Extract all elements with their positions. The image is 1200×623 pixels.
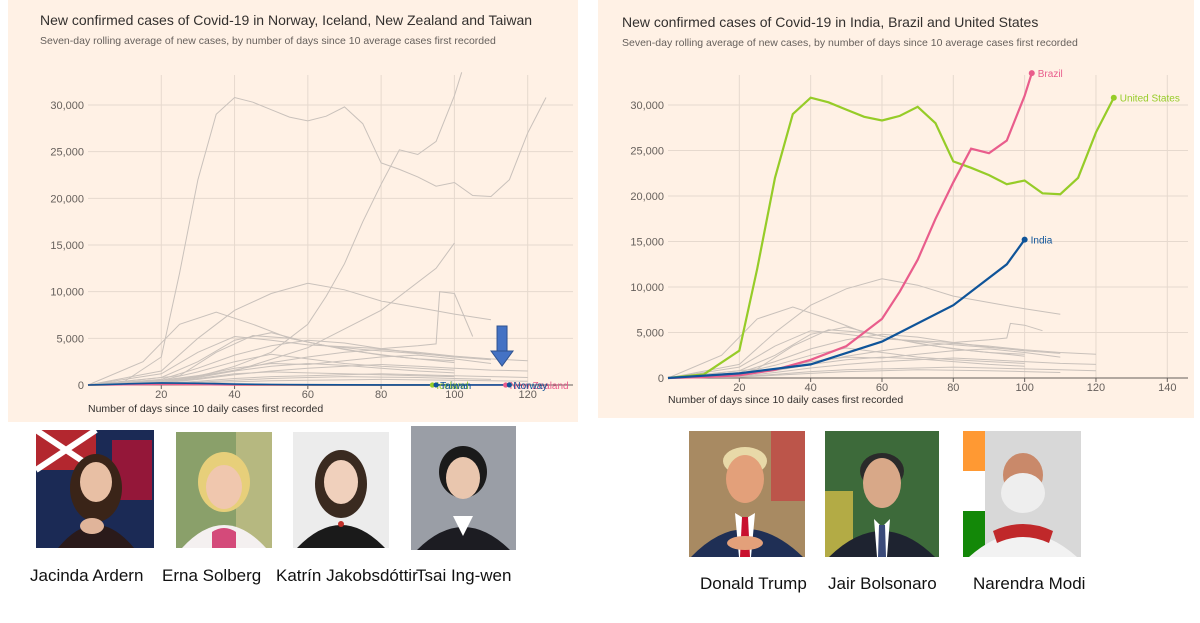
y-tick-label: 15,000 xyxy=(630,237,664,249)
series-line-background xyxy=(87,363,528,386)
x-tick-label: 80 xyxy=(947,382,959,394)
x-tick-label: 40 xyxy=(805,382,817,394)
x-tick-label: 40 xyxy=(228,389,240,401)
y-tick-label: 20,000 xyxy=(630,191,664,203)
y-tick-label: 10,000 xyxy=(50,287,84,299)
x-tick-label: 100 xyxy=(445,389,463,401)
person-name: Katrín Jakobsdóttir xyxy=(276,566,418,585)
plot-area xyxy=(87,72,547,386)
portrait-image xyxy=(825,431,939,557)
x-axis-label: Number of days since 10 daily cases firs… xyxy=(88,403,323,415)
series-line-background xyxy=(87,354,492,386)
x-tick-label: 120 xyxy=(1087,382,1105,394)
y-tick-label: 5,000 xyxy=(56,333,84,345)
chart-title: New confirmed cases of Covid-19 in India… xyxy=(622,14,1039,30)
series-end-marker xyxy=(433,382,439,388)
person-name: Tsai Ing-wen xyxy=(416,566,512,585)
series-line-background xyxy=(87,339,492,386)
x-tick-label: 20 xyxy=(733,382,745,394)
person-name: Donald Trump xyxy=(700,574,807,593)
series-line-background xyxy=(667,278,1061,379)
series-line-background xyxy=(667,369,1061,379)
portrait-erna-solberg xyxy=(176,432,272,548)
series-label: Norway xyxy=(513,381,547,392)
series-end-marker xyxy=(429,382,436,388)
portrait-image xyxy=(36,430,154,548)
series-line-background xyxy=(667,347,1025,379)
x-tick-label: 60 xyxy=(876,382,888,394)
series-line-background xyxy=(87,362,455,386)
portrait-tsai-ing-wen xyxy=(411,426,516,550)
person-name: Jair Bolsonaro xyxy=(828,574,937,593)
series-line-background xyxy=(87,96,547,386)
series-label: United States xyxy=(1120,94,1180,105)
series-line-background xyxy=(87,334,455,386)
series-line-background xyxy=(667,357,1097,379)
y-tick-label: 30,000 xyxy=(630,100,664,112)
person-name: Erna Solberg xyxy=(162,566,262,585)
series-end-marker xyxy=(1110,94,1117,101)
portrait-image xyxy=(963,431,1081,557)
series-line-background xyxy=(87,353,455,386)
series-line-background xyxy=(87,282,492,386)
portrait-jacinda-ardern xyxy=(36,430,154,548)
series-line-background xyxy=(667,329,1025,379)
x-tick-label: 60 xyxy=(302,389,314,401)
chart-panel-left: New confirmed cases of Covid-19 in Norwa… xyxy=(8,0,578,422)
series-end-marker xyxy=(506,382,512,388)
series-line-background xyxy=(667,322,1043,379)
portrait-image xyxy=(689,431,805,557)
x-tick-label: 20 xyxy=(155,389,167,401)
person-name: Narendra Modi xyxy=(973,574,1086,593)
series-label: Taiwan xyxy=(440,381,471,392)
x-axis-label: Number of days since 10 daily cases firs… xyxy=(668,394,903,406)
y-tick-label: 0 xyxy=(658,373,664,385)
portrait-donald-trump xyxy=(689,431,805,557)
series-line-background xyxy=(87,348,528,386)
portrait-image xyxy=(176,432,272,548)
portrait-narendra-modi xyxy=(963,431,1081,557)
portrait-jair-bolsonaro xyxy=(825,431,939,557)
y-tick-label: 0 xyxy=(78,380,84,392)
series-line-background xyxy=(667,333,1061,379)
x-tick-label: 140 xyxy=(1158,382,1176,394)
series-end-marker xyxy=(1028,70,1035,77)
portrait-image xyxy=(293,432,389,548)
series-end-marker xyxy=(1021,236,1028,243)
chart-left: 0 5,000 10,000 15,000 20,000 25,000 30,000 20 40… xyxy=(50,72,573,415)
series-line-background xyxy=(87,291,474,386)
series-line-india xyxy=(667,239,1026,380)
chart-right: 0 5,000 10,000 15,000 20,000 25,000 30,000 20 40… xyxy=(630,69,1188,406)
chart-subtitle: Seven-day rolling average of new cases, … xyxy=(622,37,1078,49)
y-tick-label: 10,000 xyxy=(630,282,664,294)
series-line-background xyxy=(87,371,455,386)
portrait-image xyxy=(411,426,516,550)
y-tick-label: 25,000 xyxy=(630,146,664,158)
y-tick-label: 30,000 xyxy=(50,100,84,112)
y-tick-label: 20,000 xyxy=(50,193,84,205)
series-label: India xyxy=(1031,236,1053,247)
series-end-marker xyxy=(503,382,509,388)
y-tick-label: 15,000 xyxy=(50,240,84,252)
x-tick-label: 120 xyxy=(519,389,537,401)
person-name: Jacinda Ardern xyxy=(30,566,144,585)
down-arrow-icon xyxy=(490,325,515,367)
series-label: New Zealand xyxy=(510,381,569,392)
x-tick-label: 100 xyxy=(1015,382,1033,394)
series-line-norway xyxy=(87,382,510,386)
series-line-united-states xyxy=(667,96,1115,380)
portrait-katrin-jakobsdottir xyxy=(293,432,389,548)
series-line-background xyxy=(667,366,1097,379)
chart-subtitle: Seven-day rolling average of new cases, … xyxy=(40,35,496,47)
chart-panel-right: New confirmed cases of Covid-19 in India… xyxy=(598,0,1194,418)
series-line-brazil xyxy=(667,72,1033,380)
series-label: Iceland xyxy=(436,381,468,392)
x-tick-label: 80 xyxy=(375,389,387,401)
series-line-background xyxy=(87,373,528,386)
y-tick-label: 5,000 xyxy=(636,328,664,340)
chart-title: New confirmed cases of Covid-19 in Norwa… xyxy=(40,12,533,28)
series-label: Brazil xyxy=(1038,69,1063,80)
y-tick-label: 25,000 xyxy=(50,147,84,159)
